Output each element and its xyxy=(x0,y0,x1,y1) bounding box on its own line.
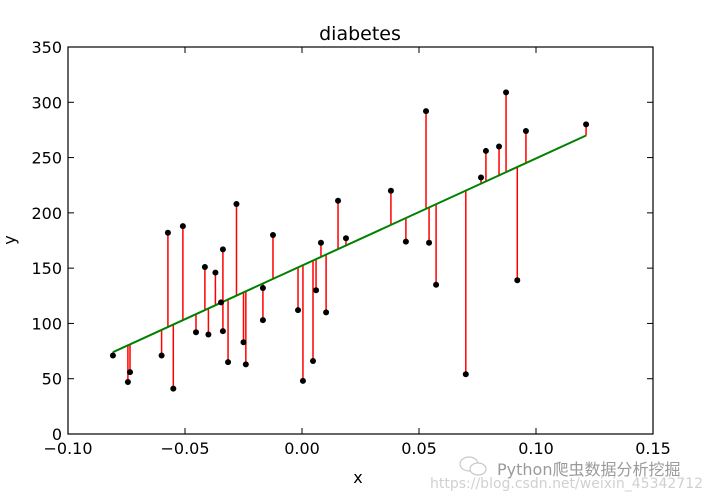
data-point xyxy=(522,128,529,135)
x-tick-label: 0.05 xyxy=(401,439,437,458)
data-point xyxy=(242,361,249,368)
data-point xyxy=(170,385,177,392)
x-axis-label: x xyxy=(353,468,362,487)
data-point xyxy=(240,339,247,346)
data-point xyxy=(179,223,186,230)
data-point xyxy=(478,174,485,181)
data-point xyxy=(158,352,165,359)
data-point xyxy=(317,239,324,246)
data-point xyxy=(323,309,330,316)
data-point xyxy=(299,377,306,384)
y-tick-label: 200 xyxy=(31,204,62,223)
data-point xyxy=(192,329,199,336)
watermark-title: Python爬虫数据分析挖掘 xyxy=(497,460,681,479)
data-point xyxy=(233,201,240,208)
x-tick-label: −0.05 xyxy=(160,439,209,458)
wechat-watermark-icon xyxy=(459,456,487,476)
data-point xyxy=(295,307,302,314)
data-point xyxy=(259,285,266,292)
chart-title: diabetes xyxy=(319,23,401,45)
data-point xyxy=(426,239,433,246)
data-point xyxy=(212,269,219,276)
data-point xyxy=(313,287,320,294)
data-point xyxy=(482,147,489,154)
data-point xyxy=(402,238,409,245)
y-tick-label: 50 xyxy=(42,370,62,389)
y-tick-label: 0 xyxy=(52,425,62,444)
data-point xyxy=(124,379,131,386)
y-tick-label: 250 xyxy=(31,149,62,168)
x-tick-label: 0.00 xyxy=(284,439,320,458)
data-point xyxy=(164,229,171,236)
data-point xyxy=(514,277,521,284)
data-point xyxy=(269,231,276,238)
data-point xyxy=(342,235,349,242)
y-tick-label: 300 xyxy=(31,93,62,112)
x-tick-label: 0.10 xyxy=(518,439,554,458)
data-point xyxy=(219,328,226,335)
y-tick-label: 150 xyxy=(31,259,62,278)
data-point xyxy=(109,352,116,359)
data-point xyxy=(127,369,134,376)
y-tick-label: 350 xyxy=(31,38,62,57)
data-point xyxy=(259,317,266,324)
data-point xyxy=(309,358,316,365)
x-tick-label: 0.15 xyxy=(635,439,671,458)
plot-area-frame xyxy=(67,46,654,435)
data-point xyxy=(335,197,342,204)
x-tick-label: −0.10 xyxy=(43,439,92,458)
watermark-url: https://blog.csdn.net/weixin_45342712 xyxy=(430,476,704,492)
data-point xyxy=(496,143,503,150)
data-point xyxy=(201,264,208,271)
data-point xyxy=(219,246,226,253)
data-point xyxy=(423,108,430,115)
regression-line xyxy=(112,134,587,354)
data-point xyxy=(433,281,440,288)
y-axis-label: y xyxy=(0,235,19,244)
data-point xyxy=(205,331,212,338)
y-tick-label: 100 xyxy=(31,314,62,333)
data-point xyxy=(387,187,394,194)
data-point xyxy=(503,89,510,96)
data-point xyxy=(583,121,590,128)
data-point xyxy=(462,371,469,378)
data-point xyxy=(225,359,232,366)
data-point xyxy=(218,299,225,306)
